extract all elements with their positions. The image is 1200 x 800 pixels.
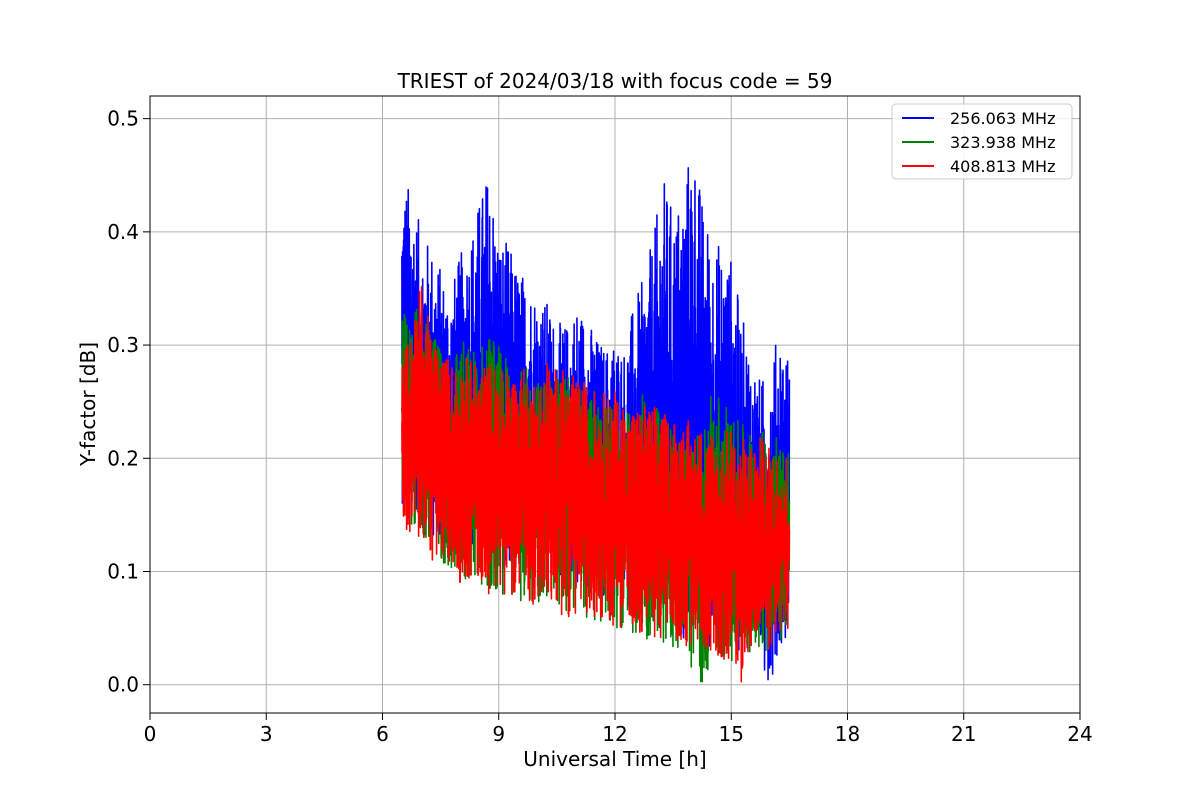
y-tick-label: 0.1 <box>107 559 139 583</box>
axis-ticks: 0 3 6 9 12 15 18 21 24 0.0 0.1 0.2 0.3 0.4 0.5 <box>107 107 1093 746</box>
x-axis-label: Universal Time [h] <box>523 747 706 771</box>
legend-label: 256.063 MHz <box>950 109 1055 128</box>
x-tick-label: 21 <box>951 722 976 746</box>
x-tick-label: 15 <box>719 722 744 746</box>
y-axis-label: Y-factor [dB] <box>76 342 100 467</box>
series-line-3 <box>401 286 791 683</box>
legend: 256.063 MHz 323.938 MHz 408.813 MHz <box>891 103 1073 180</box>
y-tick-label: 0.0 <box>107 673 139 697</box>
x-tick-label: 12 <box>602 722 627 746</box>
x-tick-label: 3 <box>260 722 273 746</box>
y-tick-label: 0.5 <box>107 107 139 131</box>
legend-box <box>891 103 1073 180</box>
x-tick-label: 6 <box>376 722 389 746</box>
y-tick-label: 0.2 <box>107 446 139 470</box>
x-tick-label: 0 <box>144 722 157 746</box>
series-layer <box>401 167 791 683</box>
y-tick-label: 0.4 <box>107 220 139 244</box>
x-tick-label: 9 <box>492 722 505 746</box>
x-tick-label: 18 <box>835 722 860 746</box>
legend-label: 408.813 MHz <box>950 157 1055 176</box>
legend-label: 323.938 MHz <box>950 133 1055 152</box>
y-tick-label: 0.3 <box>107 333 139 357</box>
x-tick-label: 24 <box>1067 722 1092 746</box>
chart-title: TRIEST of 2024/03/18 with focus code = 5… <box>397 69 833 93</box>
